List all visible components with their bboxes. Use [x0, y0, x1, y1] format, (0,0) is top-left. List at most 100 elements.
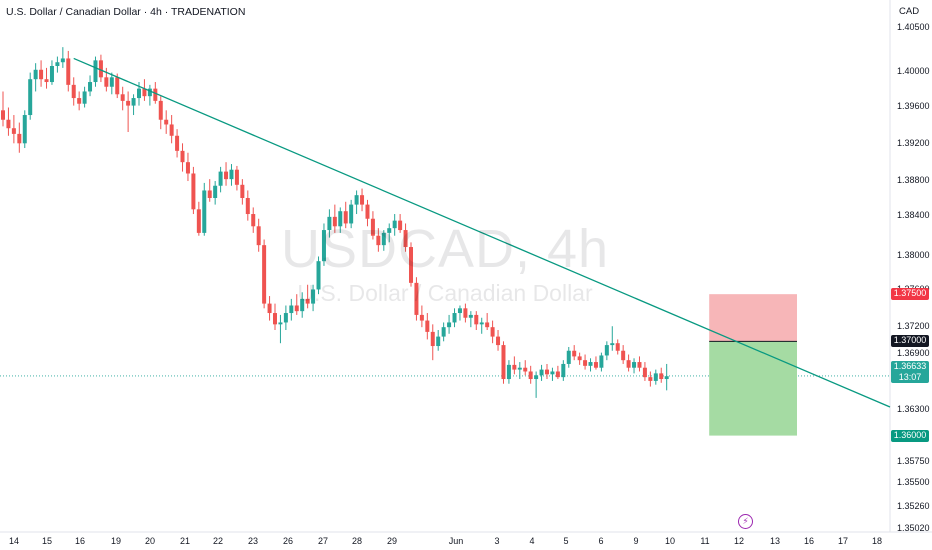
candle-body: [360, 195, 365, 205]
candle-body: [561, 363, 566, 378]
candle-body: [648, 377, 653, 381]
candle-body: [158, 100, 163, 120]
time-tick-label: 17: [838, 536, 848, 546]
candle-body: [365, 204, 370, 219]
candle-body: [28, 79, 33, 116]
candle-body: [262, 245, 267, 304]
candle-body: [294, 305, 299, 312]
candle-body: [207, 190, 212, 198]
candle-body: [349, 204, 354, 224]
current-price-label: 1.36633 13:07: [891, 361, 929, 384]
candle-body: [251, 214, 256, 227]
candle-body: [370, 218, 375, 236]
candle-body: [1, 110, 5, 120]
currency-label: CAD: [899, 6, 920, 17]
candle-body: [147, 88, 152, 97]
price-tick-label: 1.38000: [897, 250, 930, 260]
time-tick-label: 9: [633, 536, 638, 546]
candle-body: [278, 322, 283, 325]
candle-body: [419, 314, 424, 321]
candle-body: [479, 322, 484, 325]
candle-body: [457, 308, 462, 314]
candle-body: [588, 362, 593, 366]
candle-body: [441, 327, 446, 337]
candle-body: [539, 369, 544, 376]
take-profit-zone: [709, 341, 797, 436]
candle-body: [6, 119, 11, 129]
entry-price-label: 1.37000: [891, 335, 929, 348]
time-tick-label: 29: [387, 536, 397, 546]
candle-body: [93, 60, 98, 83]
candle-body: [621, 350, 626, 361]
candle-body: [550, 371, 555, 375]
candle-body: [196, 209, 201, 233]
time-tick-label: 15: [42, 536, 52, 546]
time-axis[interactable]: 14 15 16 19 20 21 22 23 26 27 28 29 Jun 3 4 5 6 9 10 11 12 13…: [9, 536, 882, 546]
price-tick-label: 1.39600: [897, 101, 930, 111]
candle-body: [115, 77, 120, 95]
lightning-icon[interactable]: ⚡: [738, 514, 753, 529]
candle-body: [338, 211, 343, 227]
price-tick-label: 1.40500: [897, 22, 930, 32]
candle-body: [659, 373, 664, 380]
candle-body: [452, 313, 457, 323]
candle-body: [354, 195, 359, 205]
descending-trendline: [73, 57, 891, 408]
time-tick-label: 18: [872, 536, 882, 546]
price-tick-label: 1.35750: [897, 456, 930, 466]
watermark-description: U.S. Dollar / Canadian Dollar: [297, 280, 593, 306]
candle-body: [485, 322, 490, 328]
candle-body: [283, 313, 288, 323]
candle-body: [88, 82, 93, 92]
candle-body: [474, 314, 479, 325]
candle-body: [22, 115, 27, 144]
price-tick-label: 1.36900: [897, 348, 930, 358]
candle-body: [642, 367, 647, 378]
trendline[interactable]: [73, 57, 891, 408]
candle-body: [104, 77, 109, 87]
price-tick-label: 1.37200: [897, 321, 930, 331]
candle-body: [387, 228, 392, 233]
candle-body: [577, 356, 582, 361]
candle-body: [517, 367, 522, 370]
candle-body: [17, 133, 22, 144]
candle-body: [615, 343, 620, 351]
price-axis[interactable]: 1.40500 1.40000 1.39600 1.39200 1.38800 1.384…: [897, 22, 930, 533]
candle-body: [403, 230, 408, 248]
candle-body: [202, 190, 207, 233]
candle-body: [213, 185, 218, 198]
candle-body: [523, 367, 528, 372]
time-tick-label: 20: [145, 536, 155, 546]
time-tick-label: 12: [734, 536, 744, 546]
time-tick-label: 4: [529, 536, 534, 546]
candle-body: [300, 298, 305, 312]
candle-body: [572, 350, 577, 357]
candle-body: [273, 313, 277, 325]
time-tick-label: 6: [598, 536, 603, 546]
candle-body: [311, 289, 316, 304]
candle-body: [555, 371, 560, 378]
candle-body: [468, 314, 473, 318]
candle-body: [191, 173, 196, 210]
time-tick-label: 11: [700, 536, 709, 546]
time-tick-label: 27: [318, 536, 328, 546]
candle-body: [39, 69, 44, 80]
candle-body: [376, 235, 381, 246]
candle-body: [343, 211, 348, 224]
time-tick-label: Jun: [449, 536, 464, 546]
price-tick-label: 1.39200: [897, 138, 930, 148]
price-tick-label: 1.38400: [897, 210, 930, 220]
candle-body: [528, 371, 533, 380]
candle-body: [126, 100, 131, 106]
candle-body: [566, 350, 571, 364]
price-tick-label: 1.35020: [897, 523, 930, 533]
candle-body: [142, 88, 147, 97]
time-tick-label: 10: [665, 536, 675, 546]
candle-body: [153, 88, 158, 101]
time-tick-label: 26: [283, 536, 293, 546]
stop-loss-zone: [709, 294, 797, 342]
candle-body: [506, 364, 511, 380]
candle-body: [447, 322, 452, 328]
candle-body: [175, 135, 180, 151]
